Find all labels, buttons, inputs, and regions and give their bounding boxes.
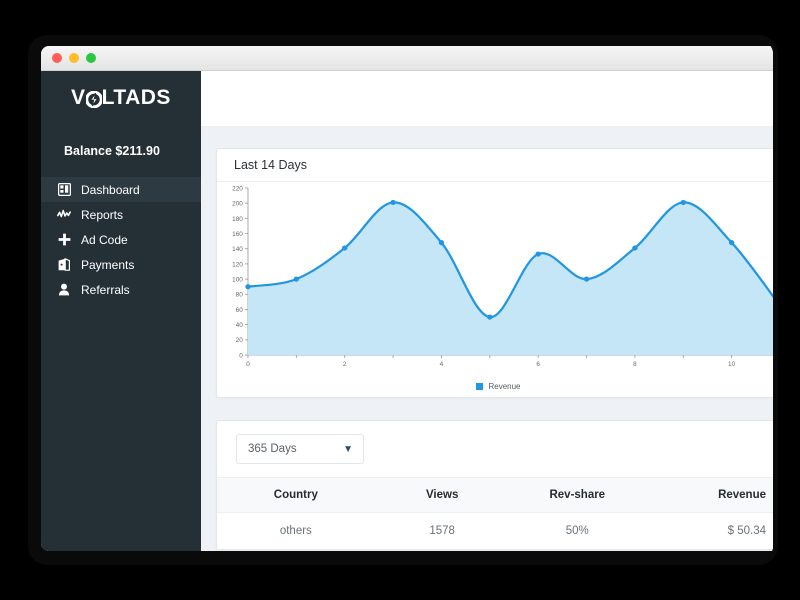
svg-text:40: 40 bbox=[236, 322, 244, 329]
svg-text:2: 2 bbox=[343, 361, 347, 368]
table-head: Country Views Rev-share Revenue bbox=[217, 477, 773, 513]
table-row[interactable]: others 1578 50% $ 50.34 bbox=[217, 513, 773, 550]
minimize-icon[interactable] bbox=[69, 53, 79, 63]
svg-text:0: 0 bbox=[239, 352, 243, 359]
sidebar-item-dashboard[interactable]: Dashboard bbox=[41, 177, 201, 202]
svg-text:4: 4 bbox=[440, 361, 444, 368]
main-area: Last 14 Days 0 20 40 60 80 100 120 140 160 180 200… bbox=[201, 71, 773, 551]
column-header-revenue[interactable]: Revenue bbox=[718, 489, 766, 501]
maximize-icon[interactable] bbox=[86, 53, 96, 63]
payments-box-icon bbox=[55, 258, 73, 272]
chart-body: 0 20 40 60 80 100 120 140 160 180 200 220 0 2 4 6 8 10 Re… bbox=[217, 182, 773, 397]
svg-text:60: 60 bbox=[236, 307, 244, 314]
app-logo[interactable]: V LTADS bbox=[41, 71, 201, 125]
user-icon bbox=[55, 283, 73, 297]
date-range-select[interactable]: 365 Days ▼ bbox=[236, 434, 364, 464]
sidebar-item-label: Dashboard bbox=[81, 182, 140, 197]
column-header-rev-share[interactable]: Rev-share bbox=[549, 489, 606, 501]
table-header-row: Country Views Rev-share Revenue bbox=[217, 477, 773, 513]
svg-text:80: 80 bbox=[236, 292, 244, 299]
legend-label-revenue: Revenue bbox=[488, 382, 521, 391]
logo-letters-rest: LTADS bbox=[101, 86, 171, 109]
logo-letter-v: V bbox=[71, 86, 86, 109]
svg-text:100: 100 bbox=[232, 277, 243, 284]
sidebar-item-label: Ad Code bbox=[81, 232, 128, 247]
country-table-card: 365 Days ▼ Country Views Rev-share Reve bbox=[216, 420, 773, 550]
svg-text:160: 160 bbox=[232, 231, 243, 238]
sidebar-item-referrals[interactable]: Referrals bbox=[41, 277, 201, 302]
sidebar-item-reports[interactable]: Reports bbox=[41, 202, 201, 227]
svg-text:10: 10 bbox=[728, 361, 736, 368]
svg-text:6: 6 bbox=[536, 361, 540, 368]
svg-text:0: 0 bbox=[246, 361, 250, 368]
reports-chart-icon bbox=[55, 208, 73, 222]
chevron-down-icon: ▼ bbox=[343, 443, 353, 455]
sidebar-item-label: Payments bbox=[81, 257, 135, 272]
svg-text:220: 220 bbox=[232, 185, 243, 192]
app-body: V LTADS Balance $211.90 Dashboard bbox=[41, 71, 773, 551]
svg-text:8: 8 bbox=[633, 361, 637, 368]
country-stats-table: Country Views Rev-share Revenue others 1… bbox=[217, 477, 773, 549]
column-header-views[interactable]: Views bbox=[425, 489, 459, 501]
cell-rev-share: 50% bbox=[565, 525, 589, 537]
logo-text: V LTADS bbox=[71, 86, 171, 110]
sidebar-item-label: Reports bbox=[81, 207, 124, 222]
svg-text:120: 120 bbox=[232, 261, 243, 268]
window-titlebar bbox=[41, 46, 773, 71]
device-frame: V LTADS Balance $211.90 Dashboard bbox=[33, 40, 773, 560]
content-scroll: Last 14 Days 0 20 40 60 80 100 120 140 160 180 200… bbox=[201, 126, 773, 551]
balance-display: Balance $211.90 bbox=[64, 144, 160, 158]
revenue-area-chart[interactable]: 0 20 40 60 80 100 120 140 160 180 200 220 0 2 4 6 8 10 bbox=[217, 182, 773, 377]
date-range-value: 365 Days bbox=[248, 443, 297, 455]
chart-title: Last 14 Days bbox=[217, 149, 773, 182]
chart-card: Last 14 Days 0 20 40 60 80 100 120 140 160 180 200… bbox=[216, 148, 773, 398]
legend-swatch-revenue bbox=[476, 383, 484, 390]
cell-views: 1578 bbox=[429, 525, 455, 537]
plus-icon bbox=[55, 233, 73, 247]
svg-text:180: 180 bbox=[232, 216, 243, 223]
top-bar bbox=[201, 71, 773, 126]
dashboard-icon bbox=[55, 183, 73, 197]
cell-revenue: $ 50.34 bbox=[727, 525, 766, 537]
sidebar: V LTADS Balance $211.90 Dashboard bbox=[41, 71, 201, 551]
logo-bolt-icon bbox=[84, 90, 103, 108]
cell-country: others bbox=[279, 525, 312, 537]
svg-text:140: 140 bbox=[232, 246, 243, 253]
table-body: others 1578 50% $ 50.34 bbox=[217, 513, 773, 550]
column-header-country[interactable]: Country bbox=[273, 489, 318, 501]
svg-text:200: 200 bbox=[232, 201, 243, 208]
browser-window: V LTADS Balance $211.90 Dashboard bbox=[41, 46, 773, 551]
sidebar-item-ad-code[interactable]: Ad Code bbox=[41, 227, 201, 252]
sidebar-item-payments[interactable]: Payments bbox=[41, 252, 201, 277]
close-icon[interactable] bbox=[52, 53, 62, 63]
chart-legend: Revenue bbox=[217, 382, 773, 391]
sidebar-item-label: Referrals bbox=[81, 282, 130, 297]
filter-row: 365 Days ▼ bbox=[217, 421, 773, 477]
svg-text:20: 20 bbox=[236, 337, 244, 344]
